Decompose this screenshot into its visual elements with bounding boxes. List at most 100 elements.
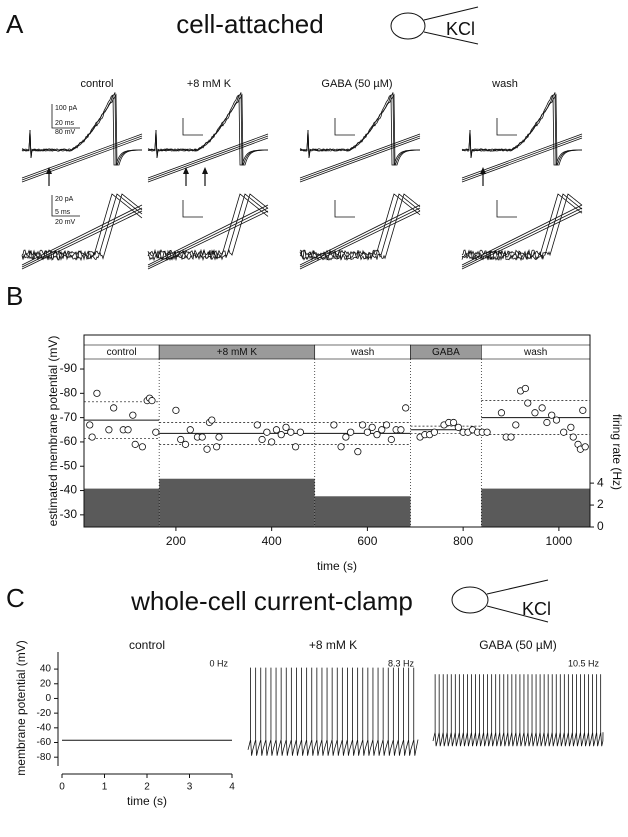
condition-label: wash: [491, 78, 518, 90]
x-tick-label: 800: [453, 534, 473, 548]
data-point: [373, 431, 381, 439]
data-point: [548, 411, 556, 419]
x-tick-label: 600: [357, 534, 377, 548]
current-trace: [147, 93, 269, 166]
current-trace: [147, 92, 268, 166]
data-point: [363, 428, 371, 436]
electrode-label: KCl: [522, 599, 551, 619]
rate-annotation: 8.3 Hz: [388, 658, 415, 668]
ramp-line: [147, 204, 269, 266]
x-tick-label: 200: [166, 534, 186, 548]
data-point: [521, 384, 529, 393]
ramp-line: [21, 135, 143, 181]
data-point: [268, 438, 276, 446]
current-trace: [299, 193, 421, 261]
current-trace: [461, 93, 583, 166]
data-point: [198, 433, 206, 441]
data-point: [277, 431, 285, 439]
data-point: [483, 428, 491, 436]
data-point: [454, 423, 462, 431]
ramp-line: [147, 210, 269, 270]
data-point: [88, 433, 96, 441]
y-tick-label: -40: [60, 483, 78, 497]
current-trace: [299, 94, 420, 166]
y-tick-label: -40: [37, 722, 52, 733]
data-point: [253, 421, 261, 429]
arrow-head: [183, 167, 189, 174]
plot-frame: [83, 334, 591, 528]
ramp-line: [21, 137, 143, 183]
data-point: [148, 397, 156, 405]
electrode-label: KCl: [446, 19, 475, 39]
y-axis-label: estimated membrane potential (mV): [46, 336, 60, 527]
arrow-head: [202, 167, 208, 174]
current-trace: [299, 93, 421, 166]
y-tick-label: -50: [60, 458, 78, 472]
panel-title: whole-cell current-clamp: [130, 586, 413, 616]
firing-rate-bar: [314, 496, 411, 527]
current-trace: [21, 93, 143, 166]
data-point: [397, 426, 405, 434]
y-tick-label: 0: [45, 693, 51, 704]
data-point: [512, 421, 520, 429]
data-point: [552, 416, 561, 424]
y-tick-label: -80: [37, 752, 52, 763]
firing-rate-bar: [159, 478, 315, 527]
current-trace: [147, 193, 269, 262]
data-point: [296, 428, 304, 436]
scale-bar: [51, 104, 80, 129]
data-point: [129, 411, 137, 419]
current-trace: [461, 193, 583, 262]
current-trace: [21, 94, 142, 166]
ramp-line: [299, 137, 421, 183]
data-point: [342, 433, 350, 441]
data-point: [110, 404, 118, 412]
y-axis-label: membrane potential (mV): [14, 640, 28, 775]
y-tick-label: -80: [60, 386, 78, 400]
data-point: [354, 448, 362, 456]
data-point: [430, 428, 439, 436]
chart-title: +8 mM K: [309, 638, 357, 652]
x-axis-label: time (s): [127, 794, 167, 808]
panel-title: cell-attached: [176, 9, 323, 39]
data-point: [203, 445, 211, 453]
ramp-line: [299, 210, 421, 270]
y-tick-label: -60: [60, 434, 78, 448]
current-trace: [299, 193, 421, 261]
membrane-trace: [247, 739, 419, 756]
current-trace: [299, 193, 421, 261]
scale-bar: [182, 200, 203, 218]
rate-annotation: 10.5 Hz: [568, 658, 600, 668]
data-point: [402, 404, 410, 412]
data-point: [531, 409, 539, 417]
data-point: [282, 423, 290, 431]
ramp-line: [21, 133, 143, 179]
y-tick-label: -20: [37, 708, 52, 719]
data-point: [177, 435, 185, 444]
data-point: [497, 409, 506, 417]
scale-label: 5 ms: [55, 209, 71, 216]
data-point: [138, 443, 147, 451]
electrode-icon: [390, 6, 479, 45]
scale-label: 100 pA: [55, 105, 78, 112]
x-tick-label: 1: [102, 782, 108, 793]
y2-tick-label: 2: [597, 497, 604, 511]
data-point: [272, 426, 281, 434]
y-tick-label: -30: [60, 507, 78, 521]
scale-bar: [51, 195, 80, 217]
condition-label: GABA: [432, 347, 460, 358]
scale-bar: [182, 118, 203, 136]
scale-label: 20 mV: [55, 219, 76, 226]
panel-label: B: [6, 281, 23, 311]
chart-title: control: [129, 638, 165, 652]
y2-tick-label: 4: [597, 475, 604, 489]
data-point: [131, 440, 139, 448]
y2-tick-label: 0: [597, 519, 604, 533]
panel-label: C: [6, 583, 25, 613]
y-tick-label: -60: [37, 737, 52, 748]
arrow-head: [480, 167, 486, 174]
x-tick-label: 0: [59, 782, 65, 793]
ramp-line: [299, 133, 421, 179]
current-trace: [461, 92, 582, 166]
